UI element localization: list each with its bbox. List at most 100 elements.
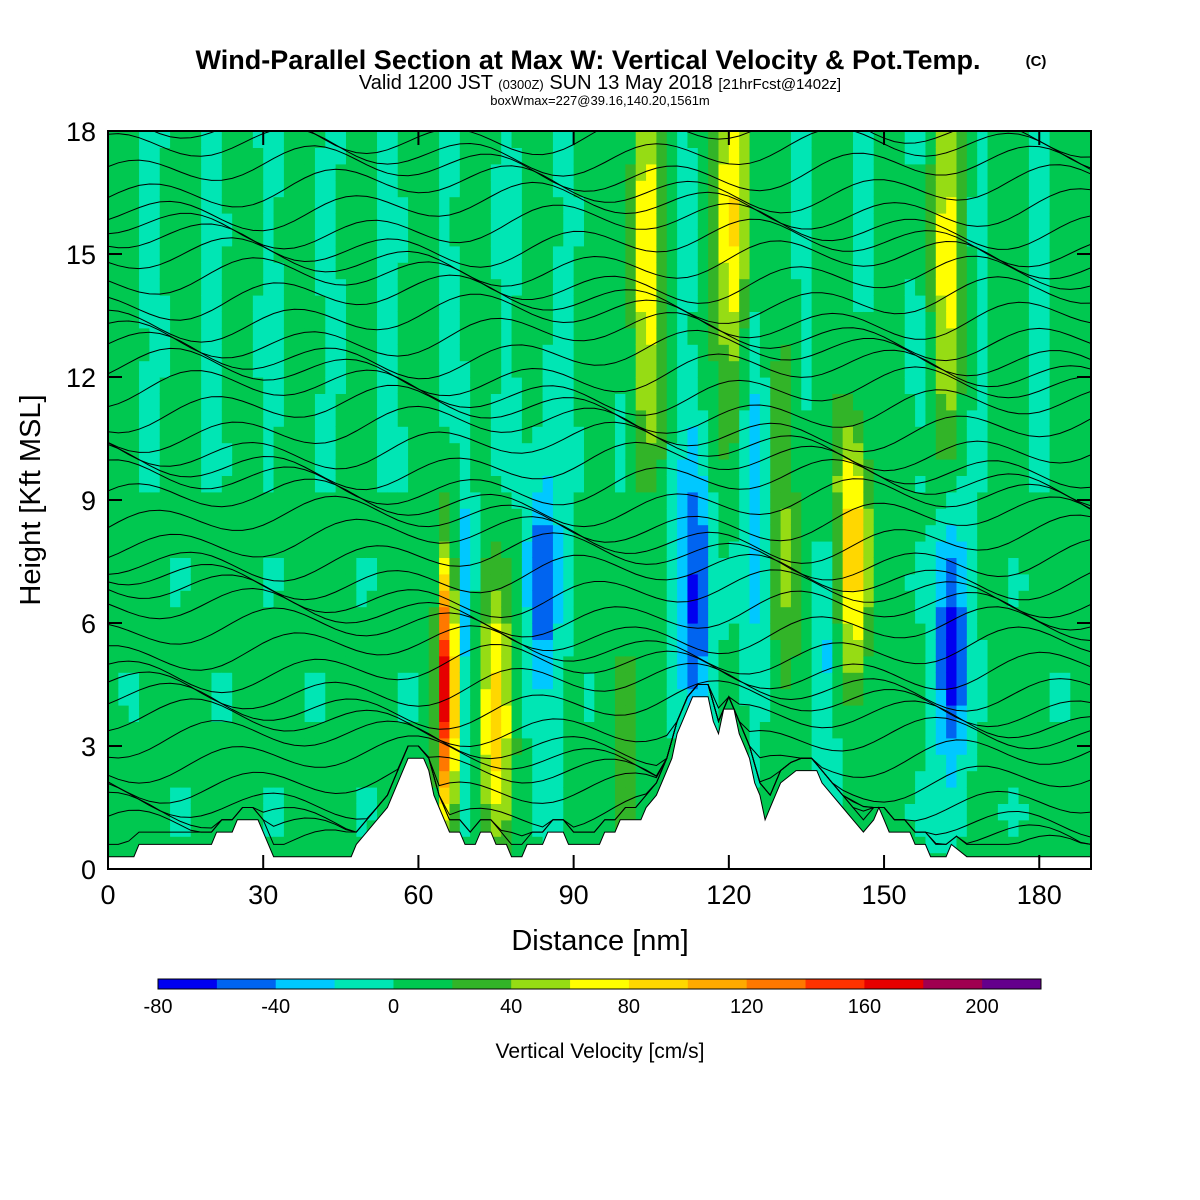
velocity-cell <box>697 213 709 230</box>
velocity-cell <box>449 229 461 247</box>
velocity-cell <box>283 606 295 624</box>
velocity-cell <box>159 754 171 772</box>
velocity-cell <box>304 278 316 296</box>
velocity-cell <box>108 557 119 575</box>
velocity-cell <box>180 344 192 362</box>
velocity-cell <box>1059 705 1071 722</box>
velocity-cell <box>252 459 264 476</box>
theta-contour <box>108 145 1091 192</box>
velocity-cell <box>811 377 823 394</box>
velocity-cell <box>728 311 740 329</box>
velocity-cell <box>728 163 740 181</box>
velocity-cell <box>356 409 368 427</box>
velocity-cell <box>366 639 378 657</box>
velocity-cell <box>263 573 275 591</box>
velocity-cell <box>873 754 885 772</box>
velocity-cell <box>1049 541 1061 558</box>
velocity-cell <box>966 229 978 247</box>
velocity-cell <box>294 131 306 148</box>
velocity-cell <box>552 180 564 198</box>
velocity-cell <box>294 262 306 280</box>
velocity-cell <box>956 737 968 755</box>
y-tick-label: 12 <box>66 363 96 393</box>
velocity-cell <box>842 245 854 263</box>
velocity-cell <box>480 459 492 476</box>
velocity-cell <box>563 590 575 608</box>
velocity-cell <box>252 787 264 804</box>
velocity-cell <box>594 295 606 312</box>
velocity-cell <box>894 245 906 263</box>
velocity-cell <box>1028 737 1040 755</box>
velocity-cell <box>470 508 482 526</box>
velocity-cell <box>304 147 316 165</box>
velocity-cell <box>832 245 844 263</box>
velocity-cell <box>873 245 885 263</box>
velocity-cell <box>366 426 378 444</box>
velocity-cell <box>470 295 482 312</box>
velocity-cell <box>573 163 585 181</box>
velocity-cell <box>718 344 730 362</box>
velocity-cell <box>180 508 192 526</box>
velocity-cell <box>480 721 492 739</box>
velocity-cell <box>408 196 420 214</box>
velocity-cell <box>666 196 678 214</box>
velocity-cell <box>956 770 968 788</box>
velocity-cell <box>532 639 544 657</box>
velocity-cell <box>1008 426 1020 444</box>
velocity-cell <box>159 409 171 427</box>
velocity-cell <box>563 442 575 460</box>
velocity-cell <box>335 311 347 329</box>
velocity-cell <box>987 672 999 690</box>
velocity-cell <box>646 557 658 575</box>
velocity-cell <box>687 262 699 280</box>
velocity-cell <box>263 393 275 411</box>
velocity-cell <box>935 327 947 345</box>
velocity-cell <box>915 803 927 821</box>
velocity-cell <box>790 475 802 493</box>
velocity-cell <box>170 573 182 591</box>
velocity-cell <box>863 147 875 165</box>
velocity-cell <box>853 606 864 624</box>
velocity-cell <box>894 639 906 657</box>
velocity-cell <box>873 163 885 181</box>
velocity-cell <box>594 163 606 181</box>
velocity-cell <box>490 131 502 148</box>
velocity-cell <box>449 442 461 460</box>
velocity-cell <box>470 803 482 821</box>
velocity-cell <box>273 278 285 296</box>
velocity-cell <box>190 131 202 148</box>
velocity-cell <box>490 705 502 722</box>
velocity-cell <box>304 672 316 690</box>
velocity-cell <box>1039 245 1051 263</box>
velocity-cell <box>708 573 720 591</box>
velocity-cell <box>583 508 595 526</box>
velocity-cell <box>325 491 337 509</box>
velocity-cell <box>159 360 171 378</box>
velocity-cell <box>335 393 347 411</box>
velocity-cell <box>521 475 533 493</box>
velocity-cell <box>1018 196 1030 214</box>
velocity-cell <box>511 655 523 673</box>
velocity-cell <box>739 721 751 739</box>
velocity-cell <box>770 655 782 673</box>
velocity-cell <box>366 360 378 378</box>
velocity-cell <box>666 721 678 739</box>
velocity-cell <box>108 229 119 247</box>
velocity-cell <box>594 459 606 476</box>
velocity-cell <box>615 311 626 329</box>
velocity-cell <box>749 655 761 673</box>
velocity-cell <box>708 393 720 411</box>
velocity-cell <box>863 688 875 706</box>
velocity-cell <box>997 606 1009 624</box>
velocity-cell <box>242 426 254 444</box>
velocity-cell <box>997 393 1009 411</box>
velocity-cell <box>873 737 885 755</box>
velocity-cell <box>1070 623 1082 640</box>
velocity-cell <box>977 426 989 444</box>
velocity-cell <box>1018 409 1030 427</box>
velocity-cell <box>221 639 233 657</box>
velocity-cell <box>1049 787 1061 804</box>
velocity-cell <box>853 360 864 378</box>
velocity-cell <box>894 213 906 230</box>
velocity-cell <box>552 295 564 312</box>
